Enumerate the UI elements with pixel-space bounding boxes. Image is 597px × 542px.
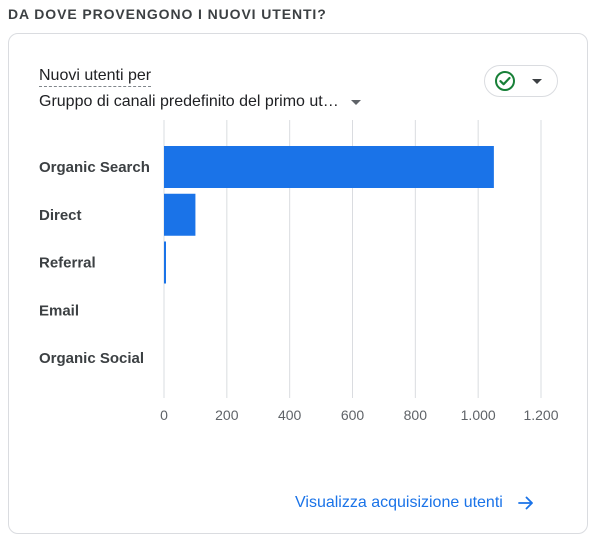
view-user-acquisition-link[interactable]: Visualizza acquisizione utenti xyxy=(295,492,535,514)
bar xyxy=(164,193,196,236)
section-title: DA DOVE PROVENGONO I NUOVI UTENTI? xyxy=(8,6,327,22)
chevron-down-icon xyxy=(532,78,542,84)
x-tick-label: 200 xyxy=(215,407,239,423)
metric-label[interactable]: Nuovi utenti per xyxy=(39,67,152,87)
category-label: Organic Social xyxy=(39,350,144,367)
category-label: Organic Search xyxy=(39,159,150,176)
x-tick-label: 600 xyxy=(341,407,365,423)
arrow-right-icon xyxy=(517,496,533,510)
category-label: Direct xyxy=(39,207,82,224)
x-tick-label: 1.200 xyxy=(523,407,558,423)
category-label: Email xyxy=(39,302,79,319)
bar xyxy=(164,146,494,188)
comparison-status-button[interactable] xyxy=(484,65,558,97)
view-user-acquisition-label: Visualizza acquisizione utenti xyxy=(295,494,503,511)
x-tick-label: 1.000 xyxy=(461,407,496,423)
chevron-down-icon xyxy=(350,99,361,105)
bar xyxy=(164,241,166,284)
check-circle-icon xyxy=(495,71,515,91)
x-tick-label: 800 xyxy=(404,407,428,423)
dimension-dropdown[interactable]: Gruppo di canali predefinito del primo u… xyxy=(39,92,361,112)
x-tick-label: 400 xyxy=(278,407,302,423)
category-label: Referral xyxy=(39,255,96,272)
dimension-label: Gruppo di canali predefinito del primo u… xyxy=(39,93,339,110)
x-tick-label: 0 xyxy=(160,407,168,423)
new-users-card xyxy=(8,33,588,534)
